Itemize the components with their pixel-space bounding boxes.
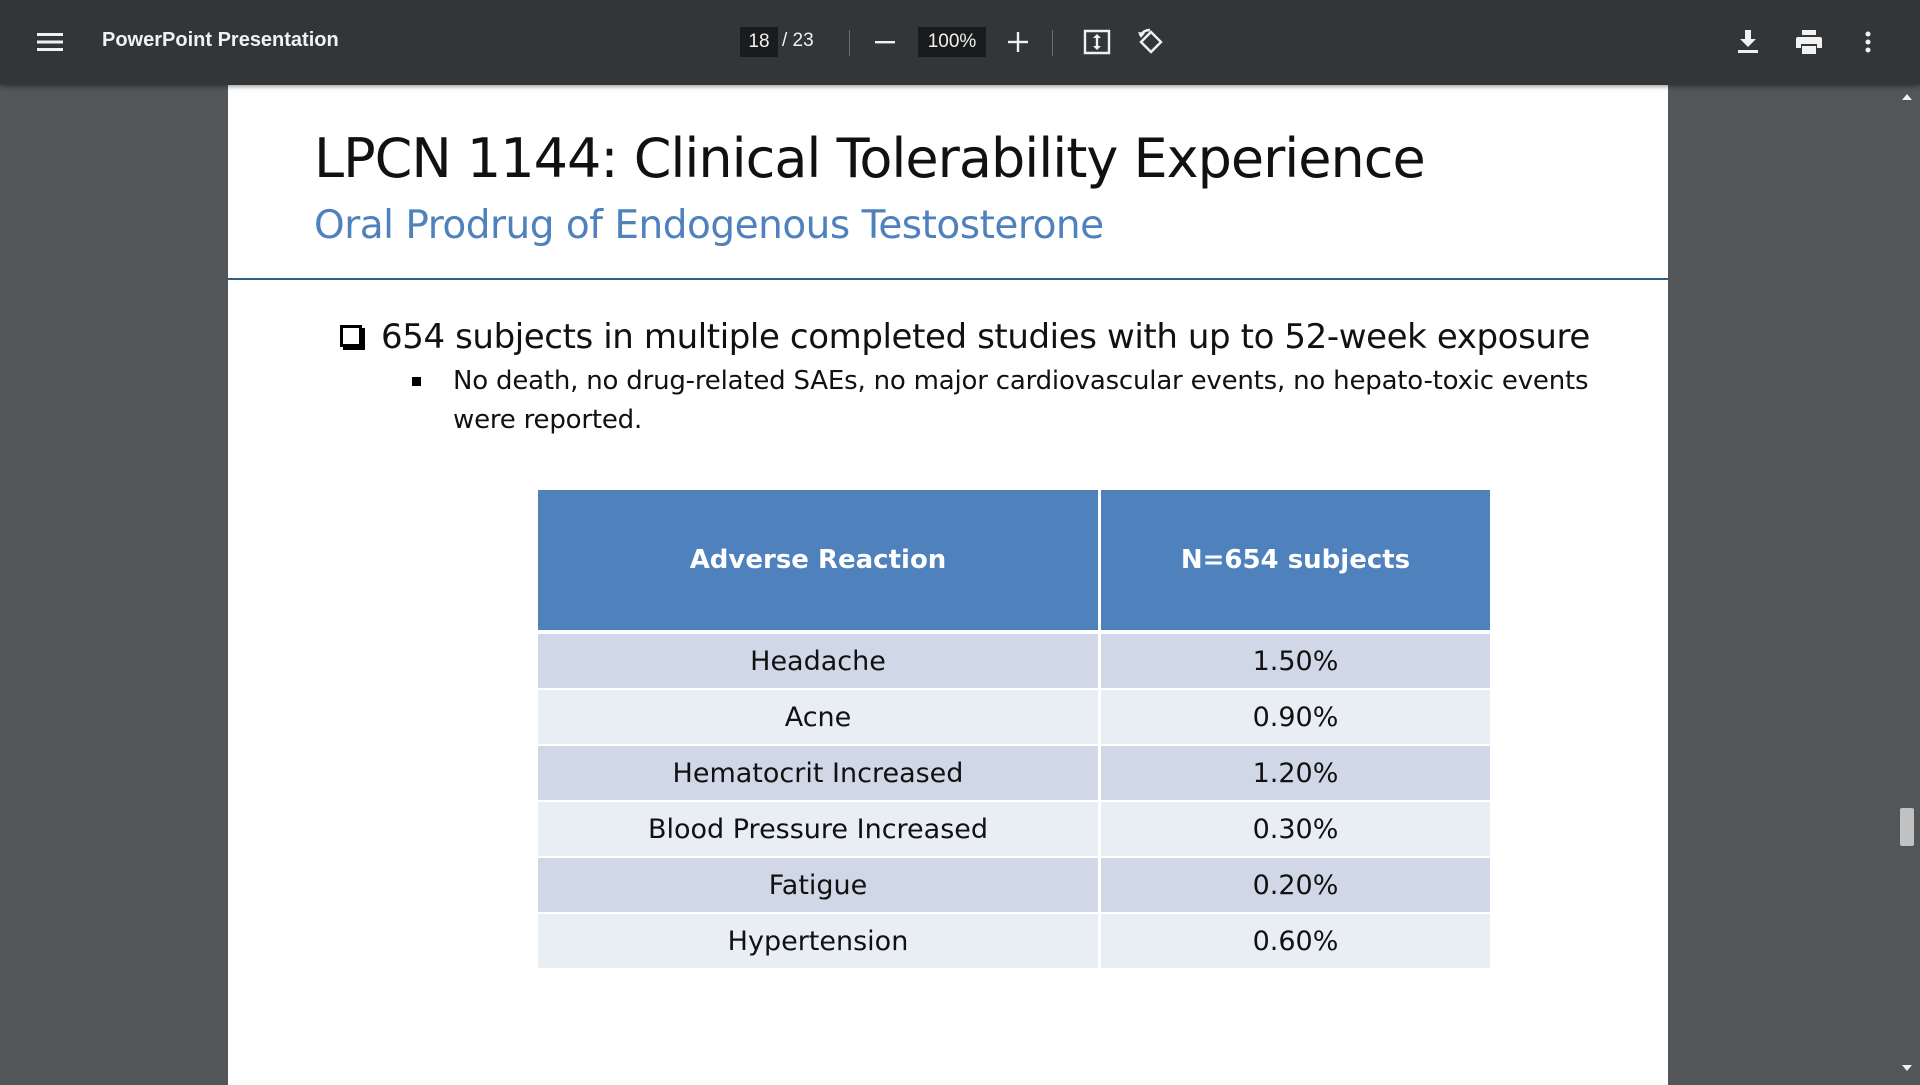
main-bullet-text: 654 subjects in multiple completed studi… [381, 317, 1590, 357]
download-button[interactable] [1724, 18, 1772, 66]
slide-subtitle: Oral Prodrug of Endogenous Testosterone [314, 203, 1104, 248]
rotate-button[interactable] [1127, 18, 1175, 66]
table-header-reaction: Adverse Reaction [538, 490, 1101, 634]
plus-icon [1008, 32, 1028, 52]
reaction-cell: Headache [538, 632, 1101, 690]
table-row: Fatigue 0.20% [538, 857, 1490, 914]
table-row: Hypertension 0.60% [538, 913, 1490, 970]
reaction-cell: Blood Pressure Increased [538, 801, 1101, 858]
table-header-row: Adverse Reaction N=654 subjects [538, 490, 1490, 634]
percent-cell: 1.50% [1099, 632, 1490, 690]
vertical-scrollbar[interactable] [1894, 85, 1920, 1080]
print-icon [1796, 30, 1822, 54]
reaction-cell: Acne [538, 689, 1101, 746]
table-row: Hematocrit Increased 1.20% [538, 745, 1490, 802]
toolbar-divider [849, 30, 850, 56]
title-divider [228, 278, 1668, 280]
more-options-button[interactable] [1844, 18, 1892, 66]
square-bullet-icon [412, 377, 421, 386]
table-row: Blood Pressure Increased 0.30% [538, 801, 1490, 858]
fit-to-page-button[interactable] [1073, 18, 1121, 66]
download-icon [1738, 30, 1758, 53]
slide-title: LPCN 1144: Clinical Tolerability Experie… [314, 127, 1426, 190]
table-row: Acne 0.90% [538, 689, 1490, 746]
menu-icon[interactable] [26, 18, 74, 66]
reaction-cell: Hematocrit Increased [538, 745, 1101, 802]
sub-bullet-text: No death, no drug-related SAEs, no major… [453, 366, 1589, 435]
zoom-in-button[interactable] [994, 18, 1042, 66]
checkbox-bullet-icon [340, 325, 362, 347]
zoom-level-input[interactable] [918, 27, 986, 57]
reaction-cell: Hypertension [538, 913, 1101, 970]
scroll-down-arrow-icon[interactable] [1894, 1058, 1920, 1078]
scrollbar-thumb[interactable] [1900, 808, 1914, 846]
pdf-toolbar: PowerPoint Presentation / 23 [0, 0, 1920, 85]
table-row: Headache 1.50% [538, 632, 1490, 690]
rotate-icon [1138, 28, 1163, 54]
page-number-input[interactable] [740, 27, 778, 57]
toolbar-divider [1052, 30, 1053, 56]
scroll-up-arrow-icon[interactable] [1894, 87, 1920, 107]
percent-cell: 1.20% [1099, 745, 1490, 802]
page-count: / 23 [782, 30, 814, 51]
percent-cell: 0.60% [1099, 913, 1490, 970]
print-button[interactable] [1785, 18, 1833, 66]
adverse-reaction-table: Adverse Reaction N=654 subjects Headache… [538, 490, 1490, 970]
zoom-out-button[interactable] [861, 18, 909, 66]
fit-to-page-icon [1083, 29, 1111, 55]
minus-icon [875, 41, 895, 44]
percent-cell: 0.90% [1099, 689, 1490, 746]
reaction-cell: Fatigue [538, 857, 1101, 914]
pdf-page: LPCN 1144: Clinical Tolerability Experie… [228, 85, 1668, 1085]
table-header-subjects: N=654 subjects [1099, 490, 1490, 634]
percent-cell: 0.30% [1099, 801, 1490, 858]
document-title: PowerPoint Presentation [102, 29, 339, 51]
more-vert-icon [1865, 31, 1871, 53]
percent-cell: 0.20% [1099, 857, 1490, 914]
